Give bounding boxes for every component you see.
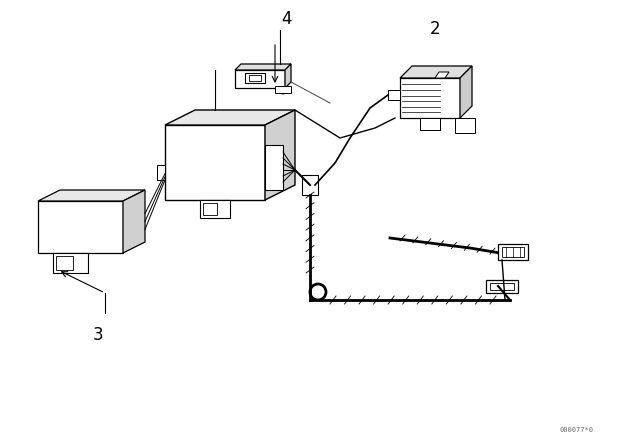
Polygon shape <box>235 64 291 70</box>
Circle shape <box>310 284 326 300</box>
Polygon shape <box>400 66 472 78</box>
Circle shape <box>279 86 287 94</box>
Text: 3: 3 <box>93 326 103 344</box>
Polygon shape <box>400 78 460 118</box>
Polygon shape <box>490 283 514 290</box>
Text: 2: 2 <box>429 20 440 38</box>
Polygon shape <box>388 90 400 100</box>
Polygon shape <box>38 190 145 201</box>
Polygon shape <box>38 201 123 253</box>
Polygon shape <box>53 253 88 273</box>
Polygon shape <box>302 175 318 195</box>
Polygon shape <box>165 125 265 200</box>
Polygon shape <box>502 247 524 257</box>
Polygon shape <box>460 66 472 118</box>
Polygon shape <box>275 86 291 93</box>
Polygon shape <box>165 110 295 125</box>
Polygon shape <box>200 200 230 218</box>
Polygon shape <box>455 118 475 133</box>
Polygon shape <box>203 203 217 215</box>
Polygon shape <box>245 73 265 83</box>
Polygon shape <box>56 256 73 270</box>
Circle shape <box>218 206 226 214</box>
Polygon shape <box>265 110 295 200</box>
Polygon shape <box>249 75 261 81</box>
Polygon shape <box>486 280 518 293</box>
Text: 000077*0: 000077*0 <box>560 427 594 433</box>
Polygon shape <box>420 118 440 130</box>
Polygon shape <box>498 244 528 260</box>
Polygon shape <box>285 64 291 88</box>
Polygon shape <box>235 70 285 88</box>
Polygon shape <box>123 190 145 253</box>
Text: 4: 4 <box>281 10 291 28</box>
Polygon shape <box>265 145 283 190</box>
Polygon shape <box>435 72 449 78</box>
Circle shape <box>74 258 84 268</box>
Polygon shape <box>157 165 165 180</box>
